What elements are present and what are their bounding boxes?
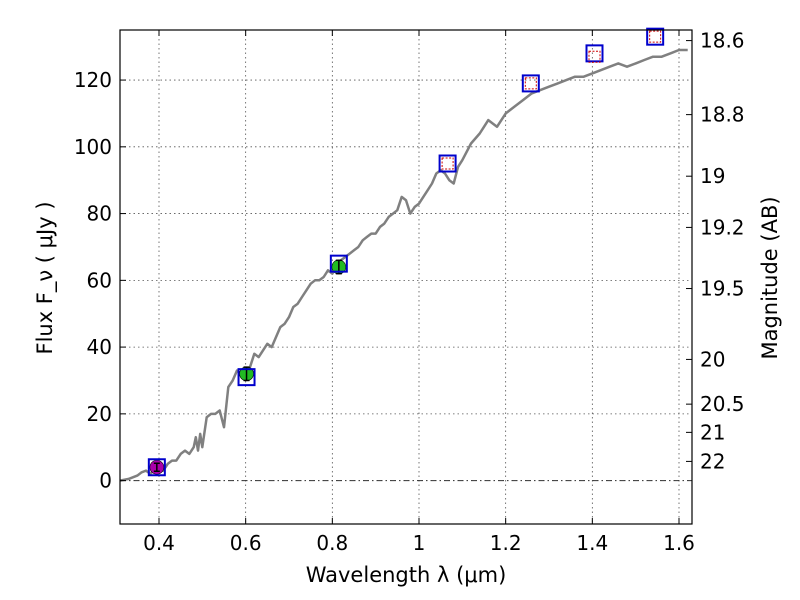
y-tick-label: 120 <box>74 68 112 92</box>
right-tick-label: 22 <box>700 449 725 473</box>
y-tick-label: 0 <box>99 469 112 493</box>
x-axis: 0.4 0.6 0.8 1 1.2 1.4 1.6 <box>143 30 695 555</box>
grid <box>120 30 692 524</box>
right-tick-label: 20.5 <box>700 392 745 416</box>
x-tick-label: 1 <box>413 531 426 555</box>
model-photometry-box <box>438 154 457 173</box>
y-tick-label: 100 <box>74 135 112 159</box>
right-axis: 18.6 18.8 19 19.2 19.5 20 20.5 21 22 <box>686 29 745 473</box>
right-tick-label: 19.2 <box>700 215 745 239</box>
model-photometry-box <box>329 254 348 273</box>
photometry-markers <box>147 27 665 477</box>
right-tick-label: 18.8 <box>700 103 745 127</box>
y-tick-label: 60 <box>87 268 112 292</box>
y-axis-title: Flux F_ν ( μJy ) <box>33 201 58 354</box>
y-tick-label: 20 <box>87 402 112 426</box>
x-tick-label: 1.6 <box>663 531 695 555</box>
model-photometry-box <box>237 368 256 387</box>
right-axis-title: Magnitude (AB) <box>758 196 782 359</box>
upper-limit-box <box>649 30 662 43</box>
x-tick-label: 0.8 <box>316 531 348 555</box>
upper-limit-box <box>524 77 537 90</box>
x-axis-title: Wavelength λ (μm) <box>306 563 507 587</box>
x-tick-label: 0.6 <box>230 531 262 555</box>
right-tick-label: 21 <box>700 420 725 444</box>
model-photometry-box <box>585 44 604 63</box>
right-tick-label: 19.5 <box>700 277 745 301</box>
model-spectrum-line <box>119 48 688 482</box>
right-tick-label: 20 <box>700 347 725 371</box>
model-photometry-box <box>521 74 540 93</box>
upper-limit-box <box>588 50 601 63</box>
right-tick-label: 19 <box>700 164 725 188</box>
plot-frame <box>119 29 693 525</box>
y-tick-label: 40 <box>87 335 112 359</box>
upper-limit-box <box>441 157 454 170</box>
model-photometry-box <box>147 458 166 477</box>
model-photometry-box <box>646 27 665 46</box>
x-tick-label: 1.4 <box>576 531 608 555</box>
x-tick-label: 0.4 <box>143 531 175 555</box>
x-tick-label: 1.2 <box>490 531 522 555</box>
right-tick-label: 18.6 <box>700 29 745 53</box>
y-tick-label: 80 <box>87 202 112 226</box>
y-axis: 0 20 40 60 80 100 120 <box>74 68 126 493</box>
